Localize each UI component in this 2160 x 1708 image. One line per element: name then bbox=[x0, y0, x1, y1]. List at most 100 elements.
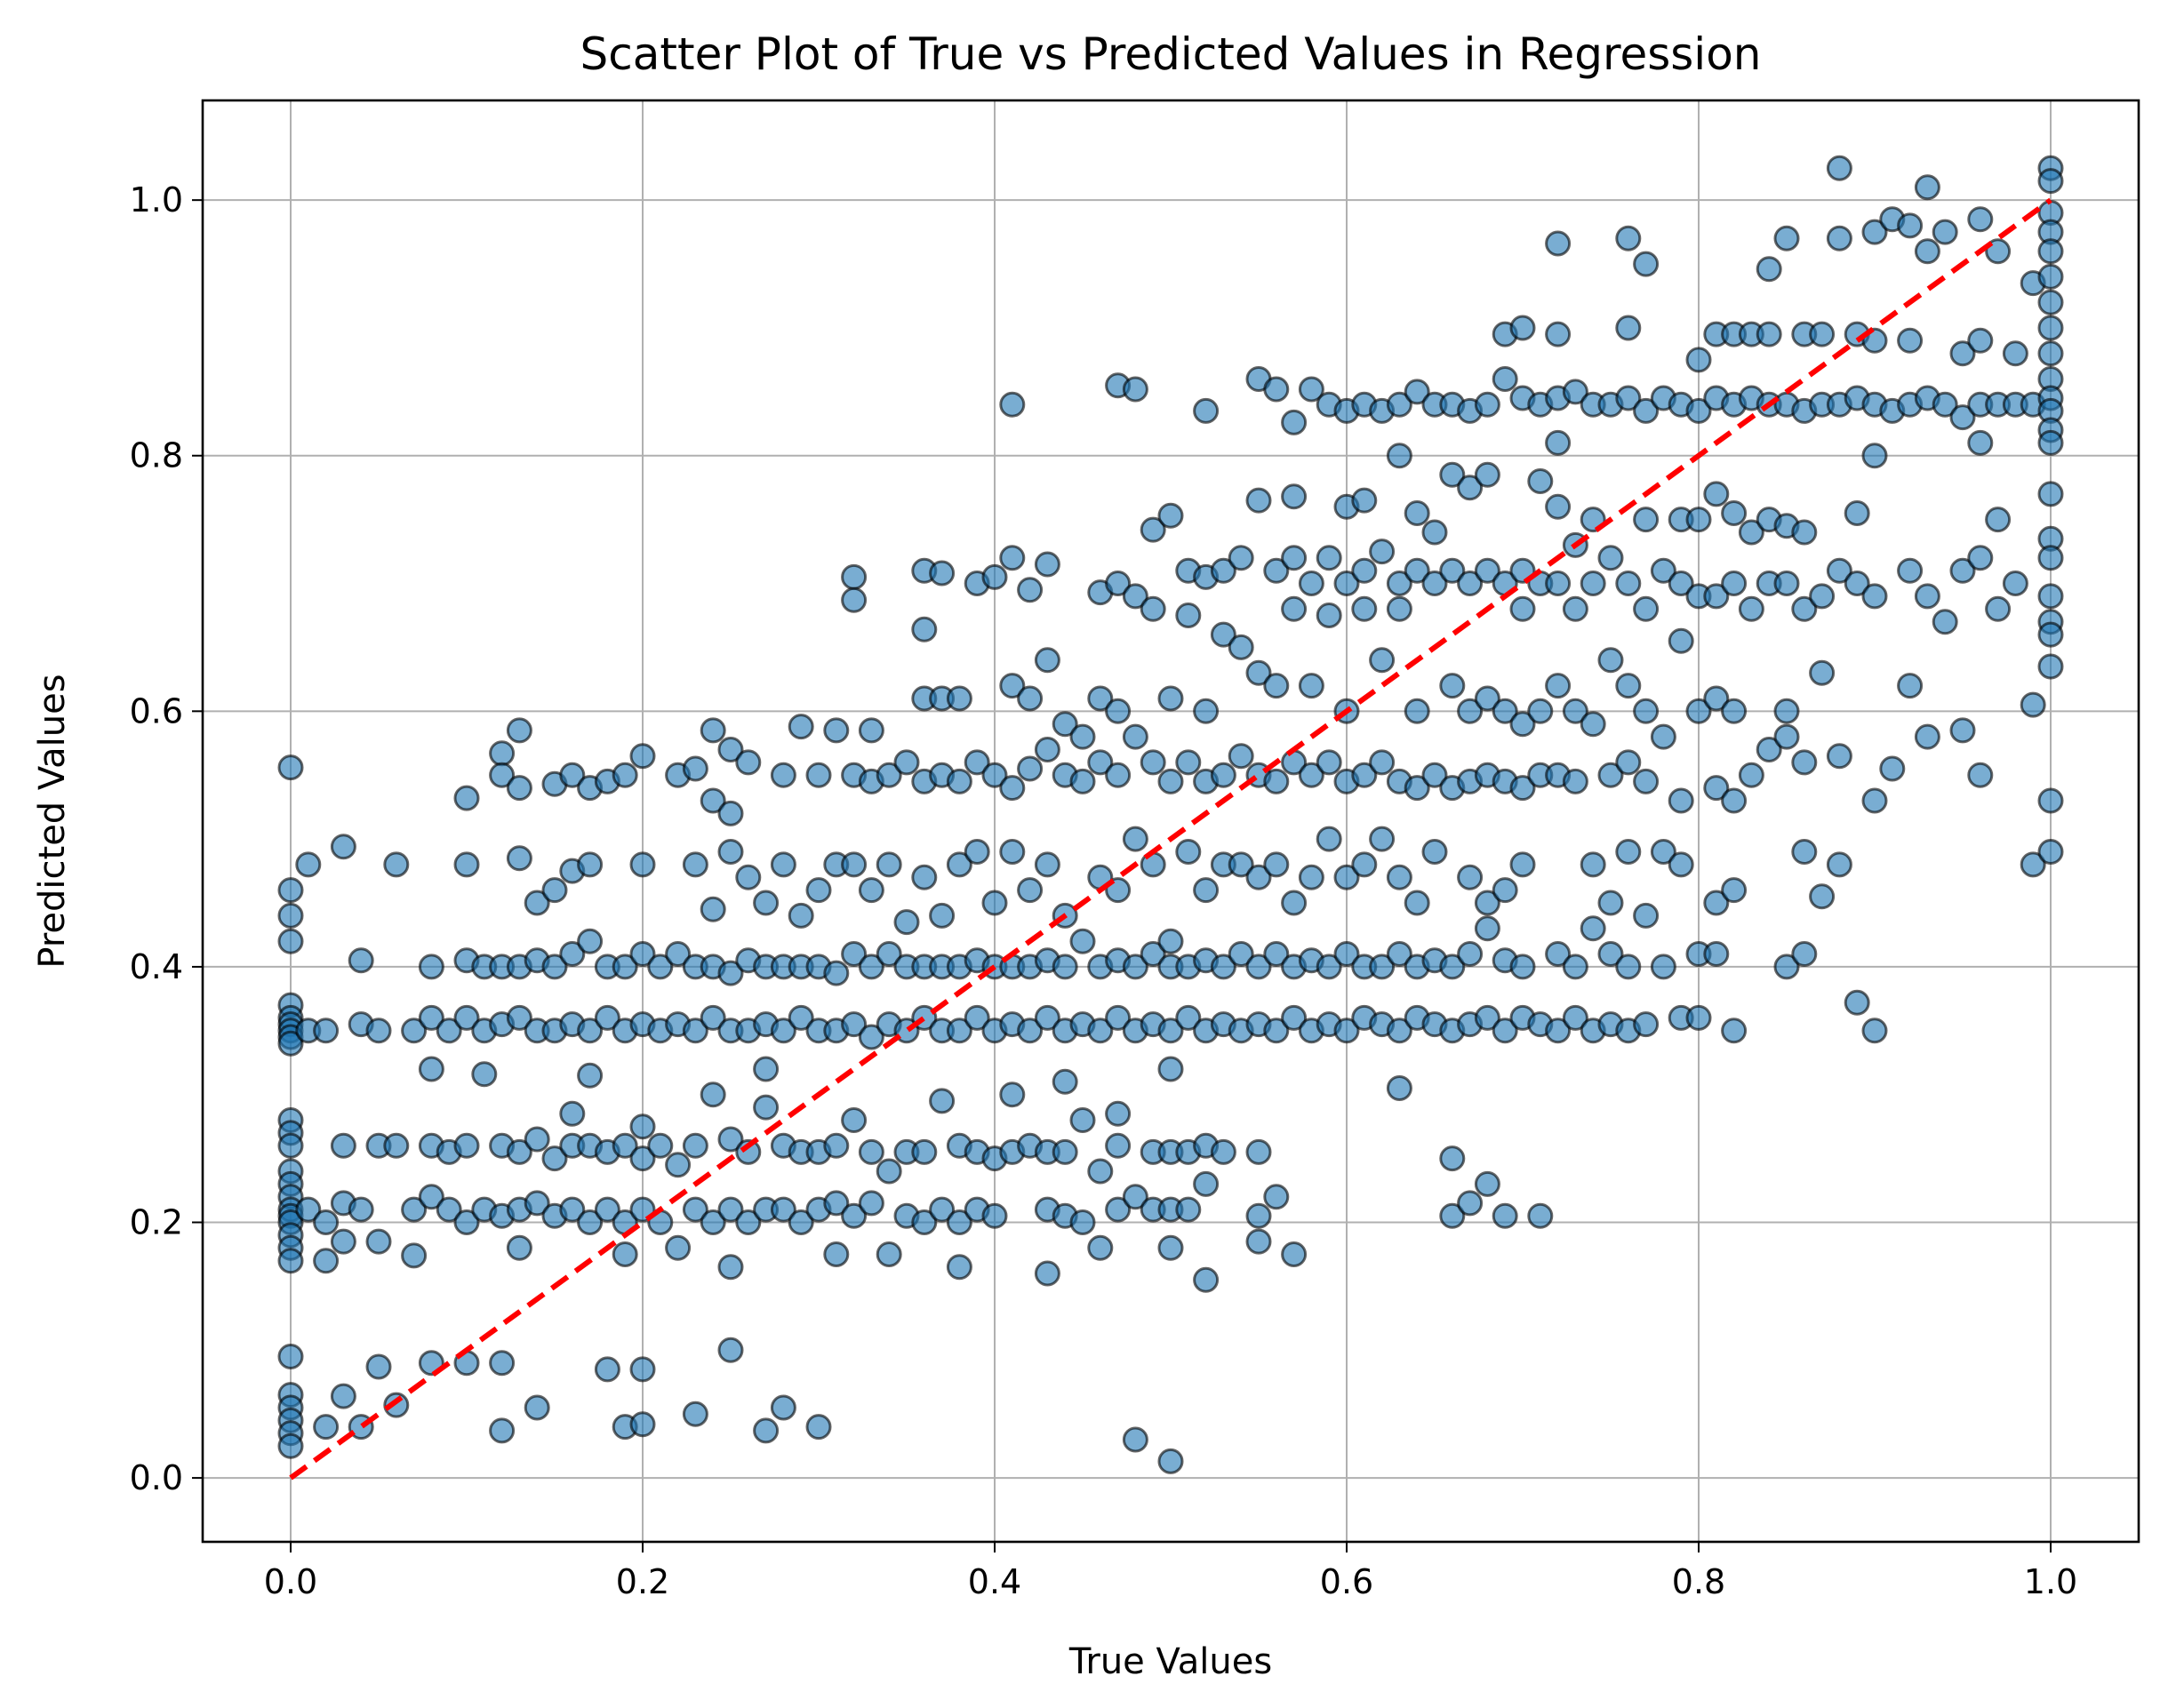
scatter-point bbox=[1316, 954, 1342, 980]
scatter-point bbox=[1140, 516, 1166, 543]
scatter-point bbox=[2037, 429, 2064, 456]
scatter-point bbox=[1140, 595, 1166, 622]
scatter-point bbox=[489, 1350, 516, 1377]
scatter-point bbox=[1404, 379, 1430, 405]
scatter-point bbox=[1351, 557, 1378, 584]
scatter-point bbox=[1668, 571, 1694, 596]
scatter-point bbox=[1721, 698, 1748, 724]
scatter-point bbox=[1333, 941, 1360, 967]
scatter-point bbox=[876, 851, 902, 878]
scatter-point bbox=[1157, 928, 1184, 954]
scatter-point bbox=[1773, 225, 1800, 251]
scatter-point bbox=[1509, 954, 1536, 980]
scatter-point bbox=[1316, 826, 1342, 852]
scatter-point bbox=[1193, 397, 1220, 424]
scatter-point bbox=[506, 717, 532, 744]
scatter-point bbox=[2037, 263, 2064, 290]
scatter-point bbox=[1157, 768, 1184, 794]
scatter-point bbox=[682, 1018, 708, 1044]
scatter-point bbox=[1263, 1184, 1290, 1210]
scatter-point bbox=[1228, 634, 1254, 660]
scatter-point bbox=[2037, 238, 2064, 265]
scatter-point bbox=[1685, 1004, 1712, 1031]
scatter-point bbox=[1580, 571, 1606, 596]
scatter-point bbox=[1615, 954, 1642, 980]
scatter-point bbox=[1386, 595, 1412, 622]
scatter-point bbox=[1492, 698, 1518, 724]
scatter-point bbox=[365, 1353, 392, 1380]
scatter-point bbox=[506, 1004, 532, 1031]
scatter-point bbox=[1703, 941, 1730, 967]
scatter-point bbox=[858, 954, 884, 980]
scatter-point bbox=[946, 1209, 972, 1235]
scatter-point bbox=[277, 877, 304, 904]
x-tick-label: 0.4 bbox=[968, 1562, 1021, 1601]
scatter-point bbox=[1439, 1145, 1466, 1172]
scatter-point bbox=[911, 864, 938, 890]
scatter-point bbox=[1492, 877, 1518, 904]
scatter-point bbox=[506, 1234, 532, 1261]
scatter-point bbox=[964, 749, 990, 776]
scatter-point bbox=[682, 1132, 708, 1159]
scatter-point bbox=[805, 1414, 832, 1441]
scatter-point bbox=[682, 1196, 708, 1223]
scatter-point bbox=[981, 563, 1008, 590]
scatter-point bbox=[1052, 954, 1078, 980]
scatter-points bbox=[277, 155, 2064, 1474]
scatter-point bbox=[489, 762, 516, 788]
reference-line bbox=[289, 197, 2052, 1481]
scatter-point bbox=[1281, 483, 1308, 510]
scatter-point bbox=[682, 851, 708, 878]
scatter-point bbox=[471, 1061, 498, 1088]
y-tick-label: 0.4 bbox=[130, 947, 183, 986]
scatter-point bbox=[981, 1202, 1008, 1229]
scatter-point bbox=[277, 902, 304, 929]
scatter-point bbox=[717, 737, 744, 762]
scatter-point bbox=[436, 1196, 462, 1223]
scatter-point bbox=[1826, 557, 1852, 584]
scatter-point bbox=[1157, 502, 1184, 529]
scatter-point bbox=[735, 749, 762, 776]
scatter-point bbox=[277, 754, 304, 781]
scatter-point bbox=[1245, 1228, 1272, 1255]
scatter-point bbox=[1545, 673, 1572, 699]
scatter-point bbox=[2037, 621, 2064, 648]
scatter-point bbox=[277, 1030, 304, 1057]
scatter-point bbox=[929, 902, 956, 929]
scatter-point bbox=[1245, 487, 1272, 514]
scatter-point bbox=[524, 1394, 550, 1421]
scatter-point bbox=[418, 1004, 444, 1031]
scatter-point bbox=[1967, 327, 1994, 354]
scatter-point bbox=[1404, 557, 1430, 584]
scatter-point bbox=[1404, 698, 1430, 724]
scatter-point bbox=[1914, 583, 1940, 610]
scatter-point bbox=[1685, 347, 1712, 373]
scatter-point bbox=[506, 845, 532, 872]
scatter-point bbox=[1263, 851, 1290, 878]
scatter-point bbox=[2037, 787, 2064, 814]
scatter-point bbox=[1492, 366, 1518, 392]
scatter-point bbox=[1615, 225, 1642, 251]
scatter-point bbox=[1193, 1170, 1220, 1197]
scatter-point bbox=[1826, 851, 1852, 878]
scatter-point bbox=[1826, 225, 1852, 251]
scatter-point bbox=[401, 1196, 428, 1223]
scatter-point bbox=[1122, 583, 1148, 610]
scatter-point bbox=[1069, 1107, 1096, 1133]
scatter-point bbox=[1122, 826, 1148, 852]
scatter-point bbox=[999, 545, 1026, 571]
scatter-point bbox=[999, 1081, 1026, 1108]
scatter-point bbox=[2037, 481, 2064, 507]
scatter-point bbox=[1703, 685, 1730, 712]
scatter-point bbox=[911, 1209, 938, 1235]
scatter-point bbox=[682, 1401, 708, 1427]
scatter-point bbox=[823, 1241, 850, 1267]
scatter-point bbox=[841, 563, 868, 590]
scatter-point bbox=[1527, 698, 1554, 724]
scatter-point bbox=[489, 740, 516, 767]
scatter-point bbox=[1087, 685, 1114, 712]
scatter-point bbox=[1597, 941, 1624, 967]
scatter-point bbox=[682, 755, 708, 782]
scatter-point bbox=[1210, 954, 1236, 980]
scatter-point bbox=[1087, 1158, 1114, 1185]
